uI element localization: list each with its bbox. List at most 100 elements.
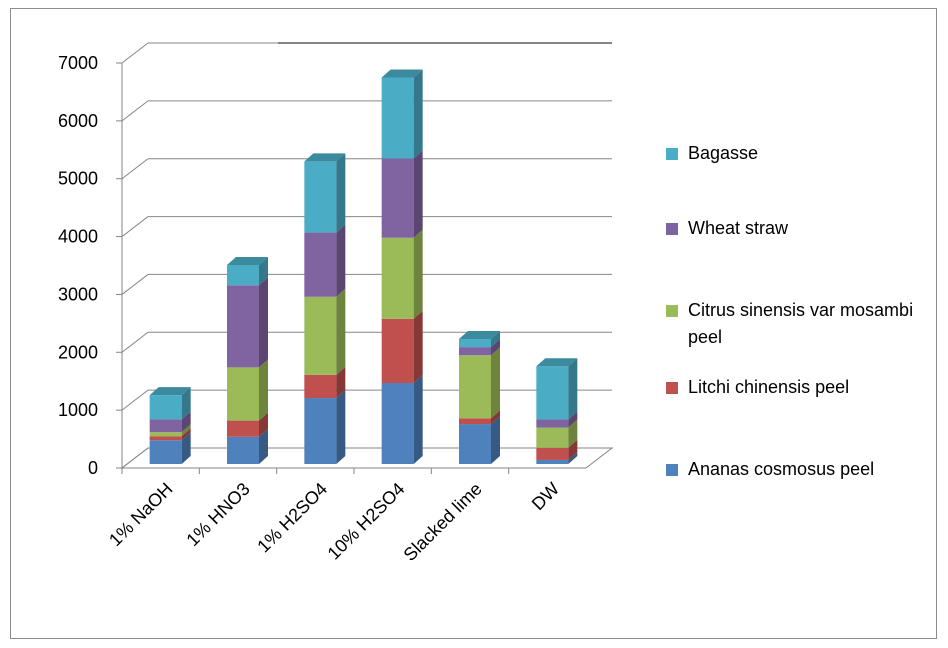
y-tick-label: 7000 xyxy=(58,53,98,73)
bar-segment xyxy=(227,420,259,437)
bar-segment xyxy=(149,432,182,437)
bar-segment xyxy=(227,367,259,421)
bar-segment xyxy=(304,161,337,233)
x-tick-label: Slacked lime xyxy=(400,479,486,565)
legend-item: Ananas cosmosus peel xyxy=(666,456,916,483)
legend-item: Wheat straw xyxy=(666,215,916,242)
grid-line xyxy=(121,42,149,64)
bar-segment xyxy=(536,459,569,464)
bar-segment xyxy=(381,237,414,319)
bar-side xyxy=(259,359,268,421)
bar-side xyxy=(259,277,268,368)
bar-side xyxy=(413,375,423,464)
bar-side xyxy=(336,366,346,399)
bar-side xyxy=(336,288,346,375)
bar-segment xyxy=(381,77,414,159)
grid-line xyxy=(121,216,149,237)
bar-segment xyxy=(536,366,569,420)
bar-segment xyxy=(536,427,569,448)
bar-side xyxy=(181,387,191,420)
x-tick-label: DW xyxy=(528,479,563,514)
bar-segment xyxy=(304,296,337,375)
bar-top xyxy=(459,331,500,340)
chart-frame xyxy=(10,8,937,639)
bar-segment xyxy=(304,374,337,399)
bar-side xyxy=(336,390,346,464)
bar-side xyxy=(413,229,423,319)
grid-line xyxy=(121,389,149,411)
bar-top xyxy=(227,256,268,265)
legend-item: Citrus sinensis var mosambi peel xyxy=(666,297,916,351)
x-tick-label: 1% NaOH xyxy=(105,479,176,550)
y-tick-label: 4000 xyxy=(58,227,98,247)
grid-line xyxy=(121,274,149,295)
bar-side xyxy=(181,424,191,437)
bar-segment xyxy=(227,436,259,464)
bar-segment xyxy=(149,395,182,420)
bar-segment xyxy=(227,285,259,368)
bar-side xyxy=(259,256,268,286)
bar-side xyxy=(568,439,578,460)
bar-segment xyxy=(149,419,182,433)
bar-side xyxy=(259,428,268,464)
bar-segment xyxy=(459,347,491,356)
bar-side xyxy=(491,347,500,419)
y-tick-label: 2000 xyxy=(58,342,98,362)
bar-segment xyxy=(536,447,569,460)
bar-side xyxy=(491,410,500,425)
bar-segment xyxy=(459,424,491,464)
bar-segment xyxy=(227,264,259,286)
bar-side xyxy=(181,411,191,433)
x-tick-label: 10% H2SO4 xyxy=(324,479,409,564)
bar-top xyxy=(536,358,578,367)
legend-swatch xyxy=(666,382,678,394)
grid-line xyxy=(121,447,149,469)
bar-side xyxy=(259,412,268,437)
legend-label: Wheat straw xyxy=(688,218,789,238)
bar-side xyxy=(413,310,423,383)
legend-label: Bagasse xyxy=(688,143,759,163)
y-tick-label: 3000 xyxy=(58,284,98,304)
bar-side xyxy=(181,432,191,464)
bar-segment xyxy=(381,158,414,238)
y-tick-label: 1000 xyxy=(58,400,98,420)
bar-side xyxy=(413,150,423,238)
bar-segment xyxy=(536,419,569,428)
bar-side xyxy=(336,224,346,297)
grid-line xyxy=(121,331,149,353)
x-tick-label: 1% H2SO4 xyxy=(253,479,331,557)
bar-segment xyxy=(149,440,182,464)
bar-segment xyxy=(459,339,491,348)
bar-side xyxy=(568,358,578,420)
y-tick-label: 6000 xyxy=(58,111,98,131)
bar-side xyxy=(568,411,578,428)
x-tick-label: 1% HNO3 xyxy=(182,479,253,550)
bar-side xyxy=(491,416,500,464)
bar-side xyxy=(491,339,500,356)
bar-segment xyxy=(381,318,414,383)
grid-line xyxy=(121,158,149,180)
y-tick-label: 0 xyxy=(88,458,98,478)
legend-swatch xyxy=(666,464,678,476)
legend-swatch xyxy=(666,223,678,235)
bar-segment xyxy=(459,418,491,425)
legend-label: Ananas cosmosus peel xyxy=(688,459,875,479)
y-tick-label: 5000 xyxy=(58,169,98,189)
bar-segment xyxy=(304,232,337,297)
bar-segment xyxy=(304,398,337,464)
bar-segment xyxy=(149,436,182,441)
bar-side xyxy=(568,451,578,464)
legend-item: Bagasse xyxy=(666,140,916,167)
bar-side xyxy=(336,153,346,233)
bar-side xyxy=(568,419,578,448)
legend-label: Litchi chinensis peel xyxy=(688,377,850,397)
bar-top xyxy=(149,387,191,396)
bar-segment xyxy=(381,383,414,464)
legend-item: Litchi chinensis peel xyxy=(666,374,916,401)
grid-line xyxy=(121,100,149,122)
legend-label: Citrus sinensis var mosambi peel xyxy=(688,300,914,347)
legend-swatch xyxy=(666,305,678,317)
bar-segment xyxy=(459,355,491,419)
